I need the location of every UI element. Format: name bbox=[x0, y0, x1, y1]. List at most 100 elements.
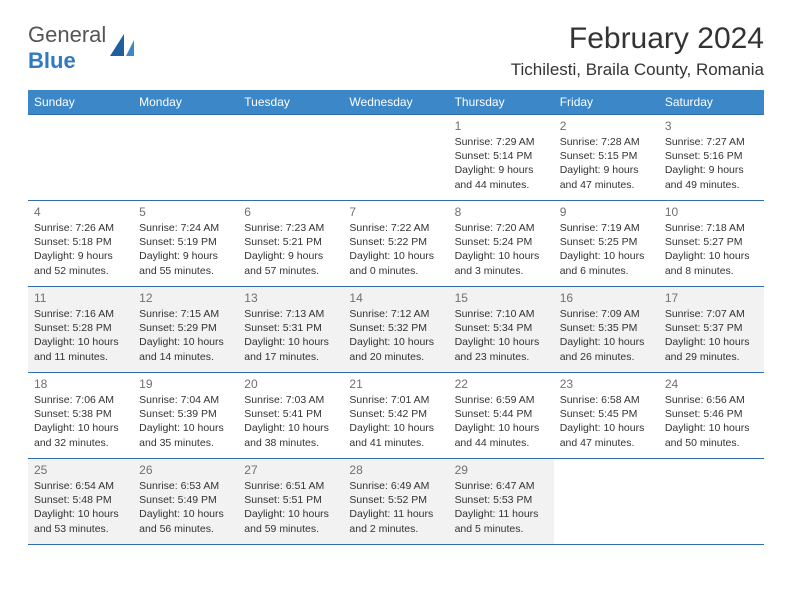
calendar-cell: 26Sunrise: 6:53 AMSunset: 5:49 PMDayligh… bbox=[133, 459, 238, 545]
day-header: Saturday bbox=[659, 90, 764, 115]
empty-cell bbox=[133, 115, 238, 201]
day-details: Sunrise: 6:49 AMSunset: 5:52 PMDaylight:… bbox=[349, 479, 442, 536]
calendar-cell: 14 Sunrise: 7:12 AMSunset: 5:32 PMDayligh… bbox=[343, 287, 448, 373]
day-number: 24 bbox=[665, 377, 758, 391]
day-details: Sunrise: 7:04 AMSunset: 5:39 PMDaylight:… bbox=[139, 393, 232, 450]
brand-word1: General bbox=[28, 22, 106, 47]
day-details: Sunrise: 7:03 AMSunset: 5:41 PMDaylight:… bbox=[244, 393, 337, 450]
day-details: Sunrise: 6:58 AMSunset: 5:45 PMDaylight:… bbox=[560, 393, 653, 450]
calendar-cell: 6 Sunrise: 7:23 AMSunset: 5:21 PMDaylight… bbox=[238, 201, 343, 287]
day-number: 6 bbox=[244, 205, 337, 219]
calendar-cell: 22 Sunrise: 6:59 AMSunset: 5:44 PMDayligh… bbox=[449, 373, 554, 459]
day-number: 12 bbox=[139, 291, 232, 305]
day-header-row: SundayMondayTuesdayWednesdayThursdayFrid… bbox=[28, 90, 764, 115]
calendar-cell: 8Sunrise: 7:20 AMSunset: 5:24 PMDaylight… bbox=[449, 201, 554, 287]
day-header: Monday bbox=[133, 90, 238, 115]
day-number: 11 bbox=[34, 291, 127, 305]
day-number: 4 bbox=[34, 205, 127, 219]
day-number: 14 bbox=[349, 291, 442, 305]
calendar-row: 1 Sunrise: 7:29 AMSunset: 5:14 PMDaylight… bbox=[28, 115, 764, 201]
day-number: 27 bbox=[244, 463, 337, 477]
calendar-cell: 5 Sunrise: 7:24 AMSunset: 5:19 PMDaylight… bbox=[133, 201, 238, 287]
calendar-cell: 7Sunrise: 7:22 AMSunset: 5:22 PMDaylight… bbox=[343, 201, 448, 287]
day-header: Tuesday bbox=[238, 90, 343, 115]
calendar-cell: 27 Sunrise: 6:51 AMSunset: 5:51 PMDayligh… bbox=[238, 459, 343, 545]
day-number: 18 bbox=[34, 377, 127, 391]
day-details: Sunrise: 6:59 AMSunset: 5:44 PMDaylight:… bbox=[455, 393, 548, 450]
day-number: 1 bbox=[455, 119, 548, 133]
day-details: Sunrise: 7:24 AMSunset: 5:19 PMDaylight:… bbox=[139, 221, 232, 278]
calendar-cell: 20 Sunrise: 7:03 AMSunset: 5:41 PMDayligh… bbox=[238, 373, 343, 459]
day-details: Sunrise: 7:16 AMSunset: 5:28 PMDaylight:… bbox=[34, 307, 127, 364]
brand-word2: Blue bbox=[28, 48, 76, 73]
calendar-table: SundayMondayTuesdayWednesdayThursdayFrid… bbox=[28, 90, 764, 545]
day-number: 23 bbox=[560, 377, 653, 391]
day-number: 25 bbox=[34, 463, 127, 477]
day-number: 15 bbox=[455, 291, 548, 305]
day-number: 13 bbox=[244, 291, 337, 305]
day-details: Sunrise: 7:01 AMSunset: 5:42 PMDaylight:… bbox=[349, 393, 442, 450]
day-details: Sunrise: 7:20 AMSunset: 5:24 PMDaylight:… bbox=[455, 221, 548, 278]
day-details: Sunrise: 7:06 AMSunset: 5:38 PMDaylight:… bbox=[34, 393, 127, 450]
day-details: Sunrise: 7:13 AMSunset: 5:31 PMDaylight:… bbox=[244, 307, 337, 364]
calendar-cell: 12 Sunrise: 7:15 AMSunset: 5:29 PMDayligh… bbox=[133, 287, 238, 373]
calendar-body: 1 Sunrise: 7:29 AMSunset: 5:14 PMDaylight… bbox=[28, 115, 764, 545]
calendar-cell: 15 Sunrise: 7:10 AMSunset: 5:34 PMDayligh… bbox=[449, 287, 554, 373]
calendar-cell: 4 Sunrise: 7:26 AMSunset: 5:18 PMDaylight… bbox=[28, 201, 133, 287]
day-details: Sunrise: 7:29 AMSunset: 5:14 PMDaylight:… bbox=[455, 135, 548, 192]
day-header: Sunday bbox=[28, 90, 133, 115]
day-number: 28 bbox=[349, 463, 442, 477]
day-number: 9 bbox=[560, 205, 653, 219]
day-number: 19 bbox=[139, 377, 232, 391]
day-number: 2 bbox=[560, 119, 653, 133]
calendar-cell: 3Sunrise: 7:27 AMSunset: 5:16 PMDaylight… bbox=[659, 115, 764, 201]
day-details: Sunrise: 7:10 AMSunset: 5:34 PMDaylight:… bbox=[455, 307, 548, 364]
day-number: 7 bbox=[349, 205, 442, 219]
day-header: Wednesday bbox=[343, 90, 448, 115]
empty-cell bbox=[554, 459, 659, 545]
day-details: Sunrise: 6:51 AMSunset: 5:51 PMDaylight:… bbox=[244, 479, 337, 536]
calendar-cell: 1 Sunrise: 7:29 AMSunset: 5:14 PMDaylight… bbox=[449, 115, 554, 201]
day-details: Sunrise: 6:47 AMSunset: 5:53 PMDaylight:… bbox=[455, 479, 548, 536]
day-number: 21 bbox=[349, 377, 442, 391]
brand-text: General Blue bbox=[28, 22, 106, 74]
calendar-cell: 24Sunrise: 6:56 AMSunset: 5:46 PMDayligh… bbox=[659, 373, 764, 459]
day-details: Sunrise: 7:07 AMSunset: 5:37 PMDaylight:… bbox=[665, 307, 758, 364]
day-number: 10 bbox=[665, 205, 758, 219]
day-number: 20 bbox=[244, 377, 337, 391]
sail-icon bbox=[108, 32, 138, 65]
month-title: February 2024 bbox=[511, 22, 764, 56]
calendar-cell: 17 Sunrise: 7:07 AMSunset: 5:37 PMDayligh… bbox=[659, 287, 764, 373]
calendar-cell: 13 Sunrise: 7:13 AMSunset: 5:31 PMDayligh… bbox=[238, 287, 343, 373]
calendar-cell: 11 Sunrise: 7:16 AMSunset: 5:28 PMDayligh… bbox=[28, 287, 133, 373]
day-header: Friday bbox=[554, 90, 659, 115]
calendar-cell: 18 Sunrise: 7:06 AMSunset: 5:38 PMDayligh… bbox=[28, 373, 133, 459]
day-details: Sunrise: 7:15 AMSunset: 5:29 PMDaylight:… bbox=[139, 307, 232, 364]
day-number: 17 bbox=[665, 291, 758, 305]
calendar-cell: 2 Sunrise: 7:28 AMSunset: 5:15 PMDaylight… bbox=[554, 115, 659, 201]
day-details: Sunrise: 6:54 AMSunset: 5:48 PMDaylight:… bbox=[34, 479, 127, 536]
day-number: 29 bbox=[455, 463, 548, 477]
day-details: Sunrise: 7:28 AMSunset: 5:15 PMDaylight:… bbox=[560, 135, 653, 192]
day-details: Sunrise: 7:23 AMSunset: 5:21 PMDaylight:… bbox=[244, 221, 337, 278]
calendar-cell: 16 Sunrise: 7:09 AMSunset: 5:35 PMDayligh… bbox=[554, 287, 659, 373]
empty-cell bbox=[238, 115, 343, 201]
day-number: 16 bbox=[560, 291, 653, 305]
header: General Blue February 2024 Tichilesti, B… bbox=[28, 22, 764, 80]
day-details: Sunrise: 7:19 AMSunset: 5:25 PMDaylight:… bbox=[560, 221, 653, 278]
day-details: Sunrise: 7:09 AMSunset: 5:35 PMDaylight:… bbox=[560, 307, 653, 364]
calendar-cell: 28 Sunrise: 6:49 AMSunset: 5:52 PMDayligh… bbox=[343, 459, 448, 545]
calendar-row: 25 Sunrise: 6:54 AMSunset: 5:48 PMDayligh… bbox=[28, 459, 764, 545]
day-details: Sunrise: 7:26 AMSunset: 5:18 PMDaylight:… bbox=[34, 221, 127, 278]
calendar-cell: 9 Sunrise: 7:19 AMSunset: 5:25 PMDaylight… bbox=[554, 201, 659, 287]
day-number: 3 bbox=[665, 119, 758, 133]
calendar-cell: 21 Sunrise: 7:01 AMSunset: 5:42 PMDayligh… bbox=[343, 373, 448, 459]
calendar-cell: 10Sunrise: 7:18 AMSunset: 5:27 PMDayligh… bbox=[659, 201, 764, 287]
day-number: 26 bbox=[139, 463, 232, 477]
day-number: 5 bbox=[139, 205, 232, 219]
empty-cell bbox=[659, 459, 764, 545]
calendar-cell: 23 Sunrise: 6:58 AMSunset: 5:45 PMDayligh… bbox=[554, 373, 659, 459]
day-number: 22 bbox=[455, 377, 548, 391]
day-details: Sunrise: 7:12 AMSunset: 5:32 PMDaylight:… bbox=[349, 307, 442, 364]
calendar-cell: 19 Sunrise: 7:04 AMSunset: 5:39 PMDayligh… bbox=[133, 373, 238, 459]
